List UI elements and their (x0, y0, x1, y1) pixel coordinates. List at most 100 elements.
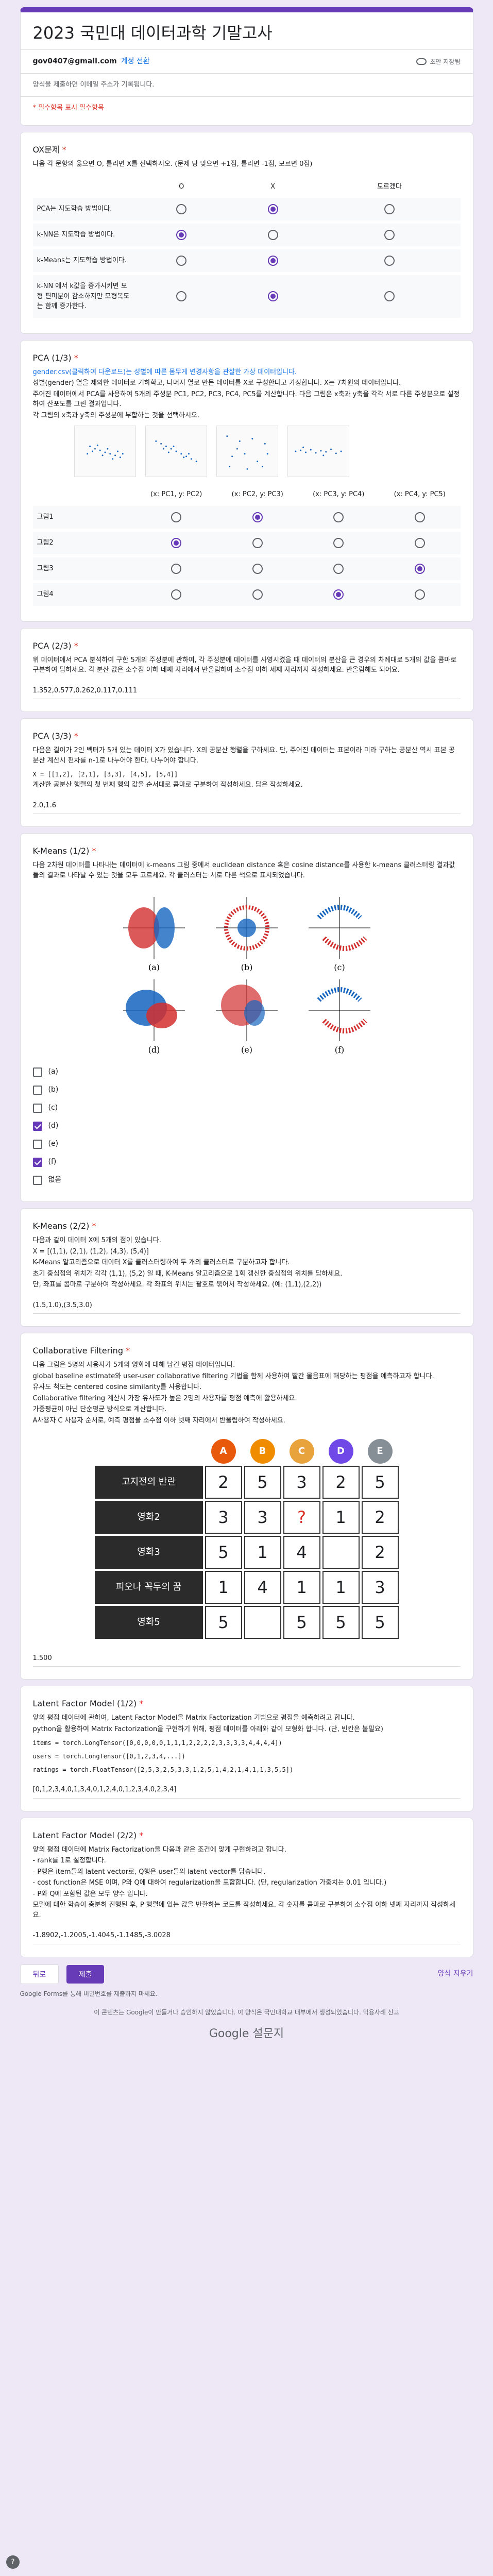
rating-cell: 5 (361, 1605, 399, 1639)
radio-option[interactable] (384, 230, 395, 240)
radio-option[interactable] (176, 256, 187, 266)
checkbox-label: (d) (48, 1122, 59, 1130)
checkbox-option[interactable]: (d) (32, 1117, 461, 1135)
rating-cell: 1 (322, 1570, 360, 1604)
checkbox[interactable] (32, 1103, 42, 1113)
rating-cell: 3 (283, 1465, 320, 1499)
rating-cell: 5 (205, 1535, 242, 1569)
radio-option[interactable] (267, 230, 278, 240)
legal-disclaimer: 이 콘텐츠는 Google이 만들거나 승인하지 않았습니다. 이 양식은 국민… (94, 2008, 399, 2016)
grid-column-header: (x: PC2, y: PC3) (231, 490, 283, 498)
question-description: gender.csv(클릭하여 다운로드)는 성별에 따른 몸무게 변경사항을 … (32, 368, 460, 419)
back-button[interactable]: 뒤로 (20, 1964, 59, 1984)
radio-option[interactable] (267, 291, 278, 302)
rating-cell: 1 (322, 1500, 360, 1534)
radio-option[interactable] (171, 589, 182, 600)
checkbox[interactable] (32, 1121, 42, 1131)
radio-grid: (x: PC1, y: PC2) (x: PC2, y: PC3) (x: PC… (32, 483, 461, 609)
google-forms-logo: Google 설문지 (209, 2027, 284, 2040)
radio-option[interactable] (176, 291, 187, 302)
checkbox-option[interactable]: (b) (32, 1081, 461, 1099)
radio-option[interactable] (414, 563, 425, 574)
radio-option[interactable] (252, 537, 263, 548)
grid-column-header: (x: PC4, y: PC5) (394, 490, 446, 498)
checkbox[interactable] (32, 1067, 42, 1077)
rating-cell: 2 (361, 1500, 399, 1534)
radio-option[interactable] (384, 204, 395, 214)
rating-cell: 1 (205, 1570, 242, 1604)
scatter-plot-image (145, 426, 207, 477)
grid-column-header: O (179, 182, 184, 191)
grid-column-header: (x: PC1, y: PC2) (150, 490, 202, 498)
grid-row-label: PCA는 지도학습 방법이다. (32, 198, 136, 221)
radio-option[interactable] (384, 291, 395, 302)
help-icon[interactable]: ? (6, 2555, 20, 2569)
radio-option[interactable] (171, 537, 182, 548)
question-pca-3: PCA (3/3) * 다음은 길이가 2인 벡터가 5개 있는 데이터 X가 … (20, 718, 473, 827)
radio-option[interactable] (414, 589, 425, 600)
checkbox[interactable] (32, 1085, 42, 1095)
radio-option[interactable] (171, 563, 182, 574)
radio-option[interactable] (252, 589, 263, 600)
radio-option[interactable] (252, 563, 263, 574)
grid-column-header: 모르겠다 (377, 182, 402, 191)
rating-cell: 5 (361, 1465, 399, 1499)
short-answer-input[interactable]: 1.500 (32, 1649, 461, 1667)
question-kmeans-2: K-Means (2/2) * 다음과 같이 데이터 X에 5개의 점이 있습니… (20, 1208, 473, 1327)
radio-option[interactable] (384, 256, 395, 266)
short-answer-input[interactable]: 2.0,1.6 (32, 796, 461, 814)
radio-option[interactable] (252, 512, 263, 522)
grid-column-header: (x: PC3, y: PC4) (313, 490, 365, 498)
radio-option[interactable] (333, 537, 344, 548)
grid-row-label: 그림3 (32, 557, 136, 580)
radio-option[interactable] (176, 230, 187, 240)
pca-scatter-images (74, 426, 461, 477)
radio-option[interactable] (333, 589, 344, 600)
question-kmeans-1: K-Means (1/2) * 다음 2차원 데이터를 나타내는 데이터에 k-… (20, 833, 473, 1202)
checkbox-option[interactable]: (c) (32, 1099, 461, 1117)
question-description: 다음은 길이가 2인 벡터가 5개 있는 데이터 X가 있습니다. X의 공분산… (32, 747, 455, 789)
grid-row-label: k-Means는 지도학습 방법이다. (32, 249, 136, 272)
clear-form-button[interactable]: 양식 지우기 (437, 1970, 473, 1978)
radio-option[interactable] (176, 204, 187, 214)
save-status: 초안 저장됨 (416, 57, 461, 66)
radio-option[interactable] (171, 512, 182, 522)
short-answer-input[interactable]: (1.5,1.0),(3.5,3.0) (32, 1296, 461, 1314)
grid-row: PCA는 지도학습 방법이다. (32, 198, 461, 221)
radio-option[interactable] (267, 256, 278, 266)
radio-option[interactable] (333, 563, 344, 574)
short-answer-input[interactable]: 1.352,0.577,0.262,0.117,0.111 (32, 682, 461, 699)
radio-option[interactable] (333, 512, 344, 522)
checkbox-option[interactable]: (a) (32, 1063, 461, 1081)
rating-row: 영화2 3 3? 1 2 (94, 1500, 399, 1534)
submit-button[interactable]: 제출 (66, 1964, 105, 1984)
rating-cell: 1 (244, 1535, 281, 1569)
rating-cell: 2 (322, 1465, 360, 1499)
radio-option[interactable] (414, 512, 425, 522)
question-pca-1: PCA (1/3) * gender.csv(클릭하여 다운로드)는 성별에 따… (20, 340, 473, 622)
grid-row-label: k-NN은 지도학습 방법이다. (32, 224, 136, 246)
short-answer-input[interactable]: -1.8902,-1.2005,-1.4045,-1.1485,-3.0028 (32, 1926, 461, 1944)
radio-option[interactable] (267, 204, 278, 214)
checkbox-option[interactable]: (e) (32, 1135, 461, 1153)
rating-row: 고지전의 반란 2 5 3 2 5 (94, 1465, 399, 1499)
scatter-plot-image (287, 426, 349, 477)
checkbox-label: (c) (48, 1104, 58, 1112)
rating-cell: 5 (283, 1605, 320, 1639)
switch-account-link[interactable]: 계정 전환 (121, 57, 150, 65)
rating-cell: 3 (361, 1570, 399, 1604)
movie-poster: 고지전의 반란 (94, 1465, 203, 1499)
checkbox[interactable] (32, 1139, 42, 1149)
rating-cell: 2 (361, 1535, 399, 1569)
checkbox-option[interactable]: (f) (32, 1153, 461, 1171)
checkbox-option[interactable]: 없음 (32, 1171, 461, 1189)
short-answer-input[interactable]: [0,1,2,3,4,0,1,3,4,0,1,2,4,0,1,2,3,4,0,2… (32, 1781, 461, 1799)
grid-row: k-NN은 지도학습 방법이다. (32, 224, 461, 246)
checkbox[interactable] (32, 1175, 42, 1185)
radio-option[interactable] (414, 537, 425, 548)
question-collab-filtering: Collaborative Filtering * 다음 그림은 5명의 사용자… (20, 1333, 473, 1680)
account-email: gov0407@gmail.com (32, 57, 117, 65)
checkbox[interactable] (32, 1157, 42, 1167)
user-avatar-icon: D (328, 1438, 353, 1464)
